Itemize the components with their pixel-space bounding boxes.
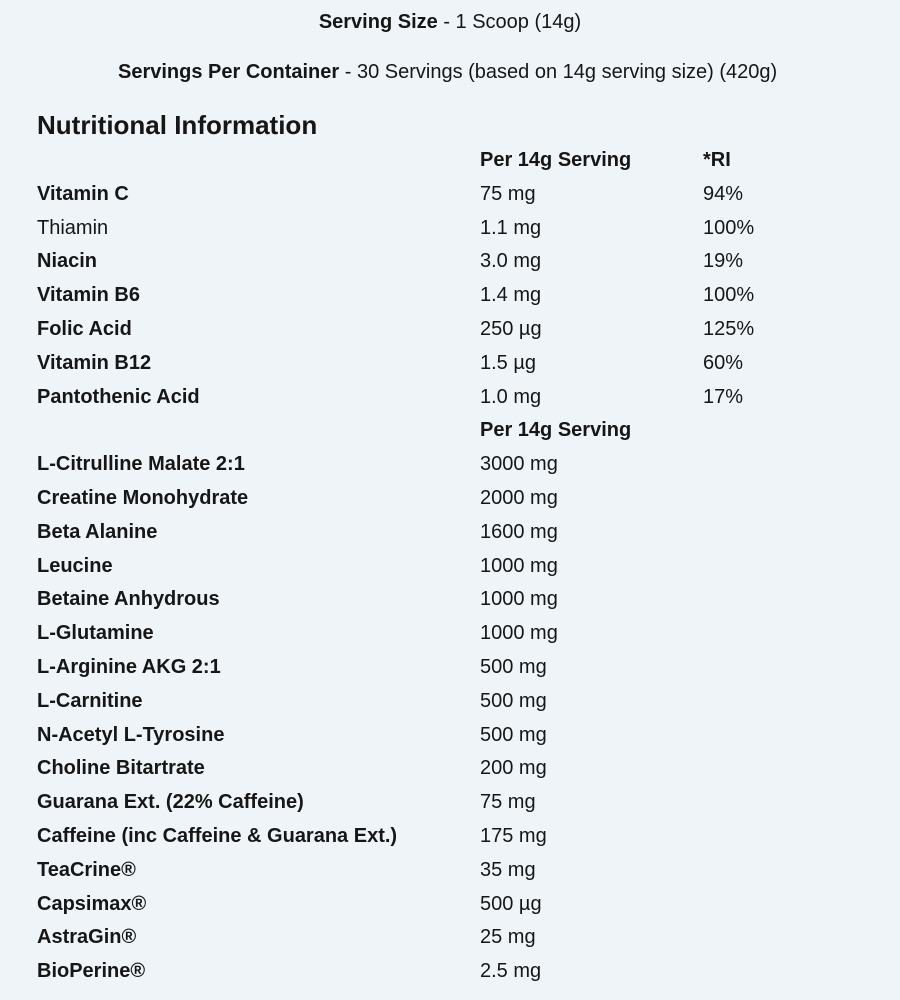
nutrient-name: L-Carnitine	[37, 689, 143, 712]
nutrient-name: L-Arginine AKG 2:1	[37, 656, 221, 678]
amount: 3.0 mg	[480, 250, 542, 273]
column-header: *RI	[703, 149, 731, 171]
ri-percent: 60%	[703, 351, 744, 374]
ri-percent: 125%	[703, 318, 755, 340]
ri-percent: 19%	[703, 250, 744, 273]
amount: 1600 mg	[480, 520, 558, 543]
amount: 75 mg	[480, 182, 536, 205]
amount: 1000 mg	[480, 622, 558, 645]
amount: 1000 mg	[480, 554, 558, 577]
amount: 3000 mg	[480, 453, 558, 476]
amount: 1000 mg	[480, 588, 558, 611]
amount: 500 mg	[480, 723, 547, 746]
amount: 35 mg	[480, 858, 536, 881]
nutrient-name: Vitamin B12	[37, 351, 152, 374]
nutrient-name: Niacin	[37, 250, 98, 273]
amount: 175 mg	[480, 825, 547, 847]
nutrient-name: AstraGin®	[37, 926, 137, 949]
nutrient-name: L-Citrulline Malate 2:1	[37, 453, 245, 476]
amount: 1.1 mg	[480, 216, 542, 239]
nutrient-name: Guarana Ext. (22% Caffeine)	[37, 791, 304, 814]
value: - 1 Scoop (14g)	[443, 11, 582, 33]
amount: 200 mg	[480, 757, 547, 780]
serving-size: Serving Size - 1 Scoop (14g)	[0, 10, 900, 34]
amount: 500 µg	[480, 892, 542, 915]
nutrient-name: Creatine Monohydrate	[37, 487, 249, 509]
amount: 1.0 mg	[480, 385, 542, 408]
amount: 75 mg	[480, 791, 536, 814]
value: - 30 Servings (based on 14g serving size…	[344, 61, 778, 83]
column-header: Per 14g Serving	[480, 149, 632, 171]
nutrient-name: TeaCrine®	[37, 858, 136, 881]
amount: 1.4 mg	[480, 284, 542, 307]
amount: 500 mg	[480, 656, 547, 678]
nutrient-name: Vitamin B6	[37, 284, 140, 307]
ri-percent: 94%	[703, 182, 744, 205]
nutrient-name: Betaine Anhydrous	[37, 588, 220, 611]
amount: 2000 mg	[480, 487, 558, 509]
amount: 500 mg	[480, 689, 547, 712]
section-title: Nutritional Information	[37, 110, 318, 140]
ri-percent: 17%	[703, 385, 744, 408]
amount: 250 µg	[480, 318, 542, 340]
nutrient-name: Beta Alanine	[37, 520, 158, 543]
amount: 25 mg	[480, 926, 536, 949]
nutrient-name: Thiamin	[37, 216, 109, 239]
nutrient-name: Vitamin C	[37, 182, 129, 205]
servings-per-container: Servings Per Container - 30 Servings (ba…	[118, 60, 777, 84]
nutrient-name: Folic Acid	[37, 318, 132, 340]
nutrient-name: N-Acetyl L-Tyrosine	[37, 723, 225, 746]
amount: 2.5 mg	[480, 960, 542, 983]
label: Servings Per Container	[118, 61, 340, 83]
nutrient-name: BioPerine®	[37, 960, 146, 983]
nutrient-name: Leucine	[37, 554, 113, 577]
nutrient-name: Capsimax®	[37, 892, 147, 915]
ri-percent: 100%	[703, 216, 755, 239]
nutrient-name: Caffeine (inc Caffeine & Guarana Ext.)	[37, 825, 398, 847]
nutrient-name: Choline Bitartrate	[37, 757, 205, 780]
column-header: Per 14g Serving	[480, 419, 632, 442]
nutrient-name: Pantothenic Acid	[37, 385, 200, 408]
amount: 1.5 µg	[480, 351, 537, 374]
label: Serving Size	[318, 11, 438, 33]
ri-percent: 100%	[703, 284, 755, 307]
nutrient-name: L-Glutamine	[37, 622, 154, 645]
